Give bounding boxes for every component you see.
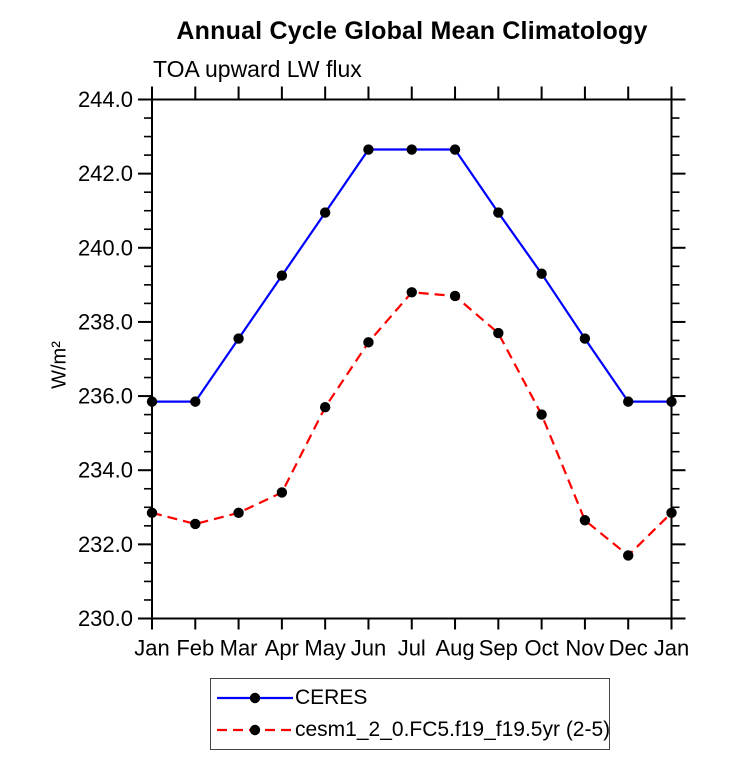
series-line-1 xyxy=(151,291,673,557)
y-tick-label: 238.0 xyxy=(78,309,133,334)
data-point-0 xyxy=(406,144,417,155)
x-tick-label: Mar xyxy=(220,636,258,661)
x-tick-label: Feb xyxy=(176,636,214,661)
data-point-1 xyxy=(666,507,677,519)
data-point-1 xyxy=(363,337,374,348)
x-tick-label: Jun xyxy=(351,636,386,661)
data-point-0 xyxy=(319,207,331,218)
data-point-1 xyxy=(190,518,201,530)
legend-label-ceres: CERES xyxy=(295,686,368,710)
y-tick-label: 240.0 xyxy=(78,235,133,260)
x-tick-label: Nov xyxy=(565,636,604,661)
data-point-0 xyxy=(190,396,201,407)
data-point-0 xyxy=(276,270,288,281)
legend-entry-ceres: CERES xyxy=(215,686,609,710)
x-tick-label: May xyxy=(304,636,346,661)
data-point-0 xyxy=(623,396,634,407)
x-tick-label: Jan xyxy=(134,636,169,661)
data-point-0 xyxy=(233,333,244,344)
data-point-0 xyxy=(579,333,591,344)
data-point-1 xyxy=(579,515,591,526)
data-point-0 xyxy=(363,144,374,155)
data-point-0 xyxy=(493,207,504,218)
chart-subtitle: TOA upward LW flux xyxy=(153,56,362,82)
data-point-1 xyxy=(449,290,461,302)
data-point-1 xyxy=(146,507,158,519)
data-point-1 xyxy=(493,327,504,339)
x-tick-label: Sep xyxy=(479,636,518,661)
legend-label-model: cesm1_2_0.FC5.f19_f19.5yr (2-5) xyxy=(295,717,611,741)
data-point-1 xyxy=(319,401,331,413)
data-point-0 xyxy=(666,396,677,407)
data-point-0 xyxy=(536,268,547,279)
data-point-1 xyxy=(623,550,634,561)
data-point-1 xyxy=(536,409,547,420)
y-tick-label: 230.0 xyxy=(78,606,133,631)
legend-marker-dot xyxy=(249,693,261,704)
data-point-0 xyxy=(146,396,158,407)
data-point-1 xyxy=(233,507,244,519)
legend-marker-dot xyxy=(249,724,261,735)
x-tick-label: Jul xyxy=(398,636,426,661)
data-point-1 xyxy=(276,487,288,498)
legend-sample-model-line xyxy=(217,724,293,735)
x-tick-label: Apr xyxy=(265,636,299,661)
plot-frame xyxy=(151,98,673,620)
y-tick-label: 236.0 xyxy=(78,384,133,409)
x-tick-label: Oct xyxy=(525,636,559,661)
data-point-1 xyxy=(406,287,417,298)
series-line-0 xyxy=(152,148,672,403)
y-tick-label: 242.0 xyxy=(78,161,133,186)
x-tick-label: Dec xyxy=(609,636,648,661)
y-tick-label: 244.0 xyxy=(78,87,133,112)
y-tick-label: 232.0 xyxy=(78,532,133,557)
chart-title: Annual Cycle Global Mean Climatology xyxy=(176,17,648,45)
x-tick-label: Jan xyxy=(654,636,689,661)
data-point-0 xyxy=(449,144,461,155)
y-tick-label: 234.0 xyxy=(78,458,133,483)
legend-entry-model: cesm1_2_0.FC5.f19_f19.5yr (2-5) xyxy=(215,717,611,742)
legend: CERES cesm1_2_0.FC5.f19_f19.5yr (2-5) xyxy=(210,678,610,750)
legend-sample-ceres-line xyxy=(217,693,293,704)
x-tick-label: Aug xyxy=(435,636,474,661)
